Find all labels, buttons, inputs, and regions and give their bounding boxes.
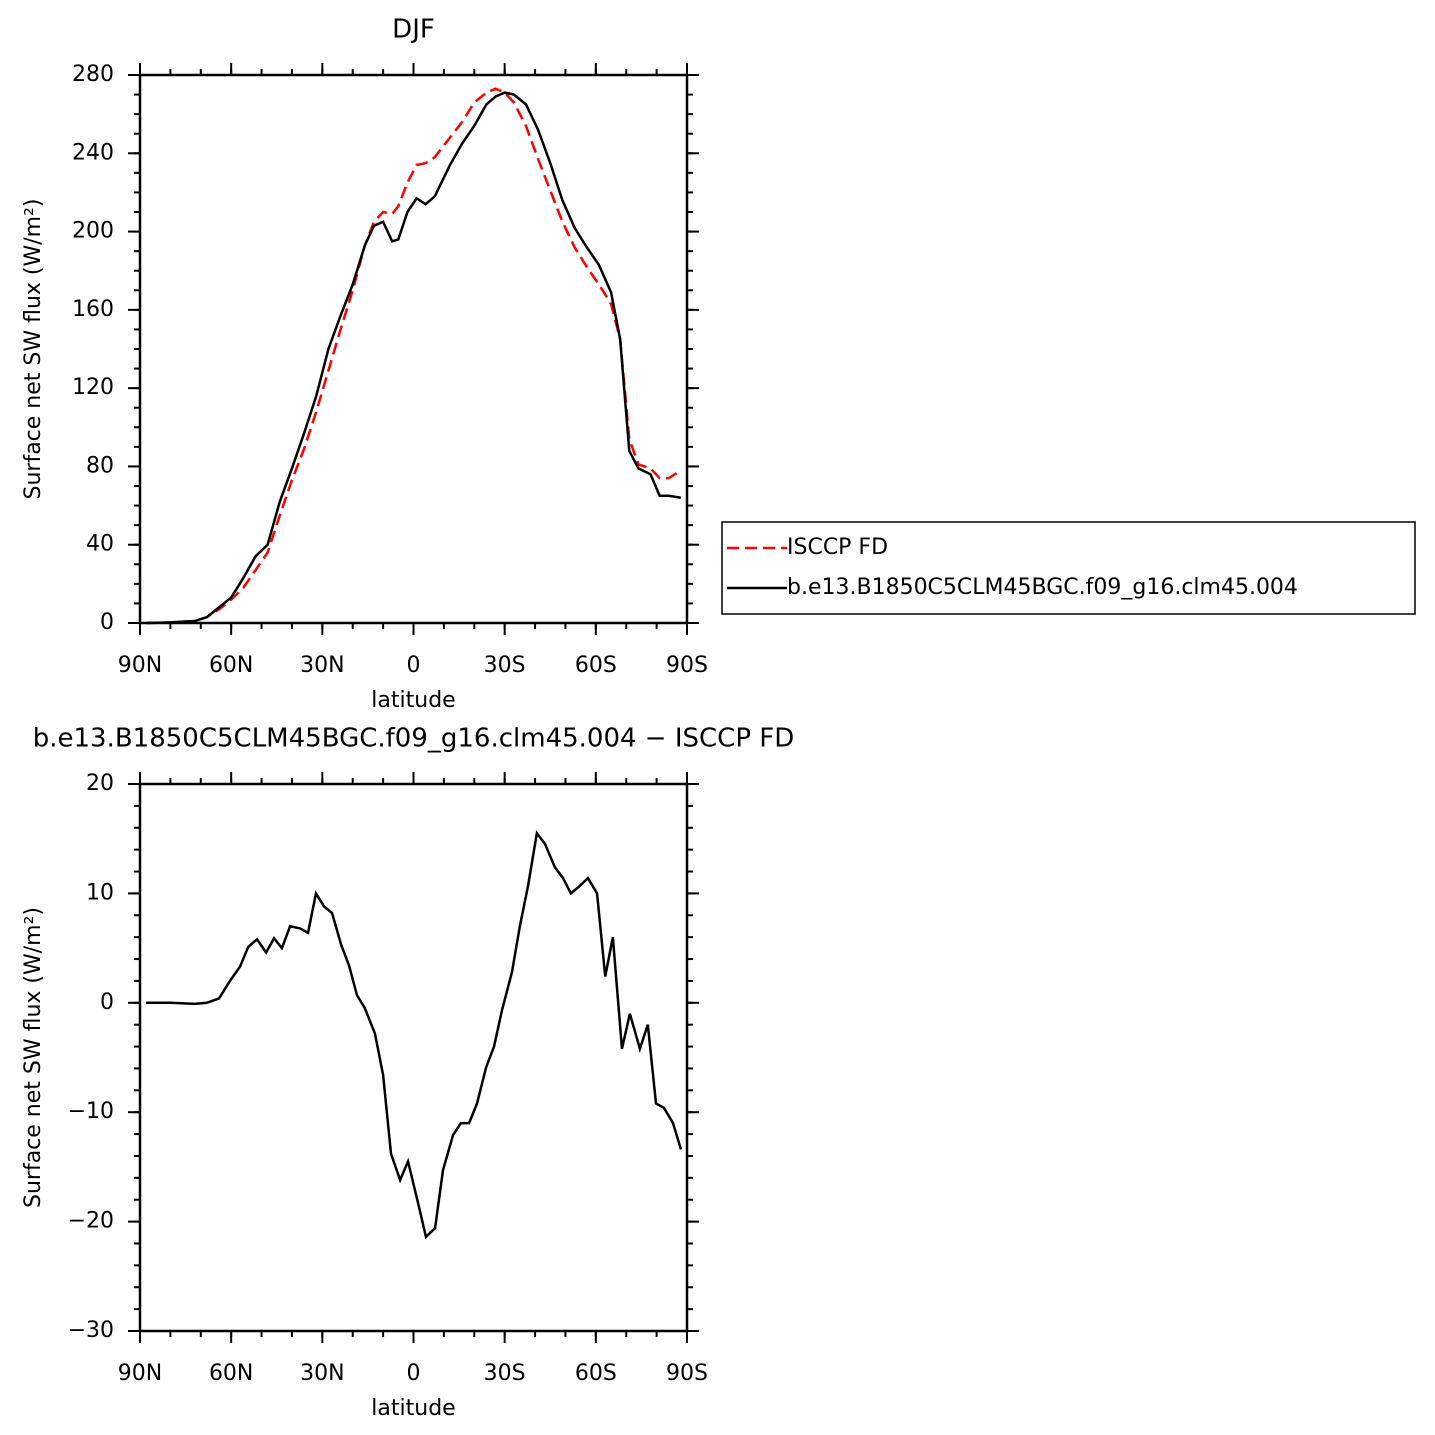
y-tick-label: 10 xyxy=(86,880,114,905)
x-tick-label: 90N xyxy=(118,653,162,678)
x-axis-label: latitude xyxy=(371,1396,455,1421)
x-axis-label: latitude xyxy=(371,688,455,713)
x-tick-label: 0 xyxy=(407,653,421,678)
data-line xyxy=(146,87,682,625)
x-tick-label: 60N xyxy=(209,1361,253,1386)
x-tick-label: 90S xyxy=(666,1361,708,1386)
y-tick-label: 0 xyxy=(100,990,114,1015)
x-tick-label: 30S xyxy=(484,653,526,678)
chart-title: DJF xyxy=(392,15,435,45)
x-tick-label: 90S xyxy=(666,653,708,678)
x-tick-label: 60S xyxy=(575,653,617,678)
plot-frame xyxy=(138,73,689,625)
y-tick-label: 160 xyxy=(72,297,114,322)
plot-frame xyxy=(138,782,689,1333)
y-tick-label: 200 xyxy=(72,219,114,244)
x-tick-label: 60N xyxy=(209,653,253,678)
y-tick-label: 20 xyxy=(86,771,114,796)
x-tick-label: 30N xyxy=(300,653,344,678)
x-tick-label: 60S xyxy=(575,1361,617,1386)
chart-title: b.e13.B1850C5CLM45BGC.f09_g16.clm45.004 … xyxy=(33,724,795,754)
x-tick-label: 90N xyxy=(118,1361,162,1386)
y-tick-label: 40 xyxy=(86,532,114,557)
legend-box xyxy=(721,521,1416,615)
y-tick-label: −20 xyxy=(68,1209,114,1234)
x-tick-label: 30S xyxy=(484,1361,526,1386)
y-tick-label: 80 xyxy=(86,453,114,478)
y-tick-label: 120 xyxy=(72,375,114,400)
y-axis-label: Surface net SW flux (W/m²) xyxy=(21,198,46,499)
y-tick-label: 0 xyxy=(100,610,114,635)
y-tick-label: −10 xyxy=(68,1099,114,1124)
y-tick-label: −30 xyxy=(68,1318,114,1343)
legend-label: b.e13.B1850C5CLM45BGC.f09_g16.clm45.004 xyxy=(787,575,1298,600)
x-tick-label: 0 xyxy=(407,1361,421,1386)
data-line xyxy=(146,830,683,1240)
y-tick-label: 240 xyxy=(72,140,114,165)
legend-label: ISCCP FD xyxy=(787,535,888,560)
y-axis-label: Surface net SW flux (W/m²) xyxy=(21,907,46,1208)
legend: ISCCP FD b.e13.B1850C5CLM45BGC.f09_g16.cl… xyxy=(721,521,1416,615)
data-line xyxy=(146,91,682,625)
x-tick-label: 30N xyxy=(300,1361,344,1386)
y-tick-label: 280 xyxy=(72,62,114,87)
